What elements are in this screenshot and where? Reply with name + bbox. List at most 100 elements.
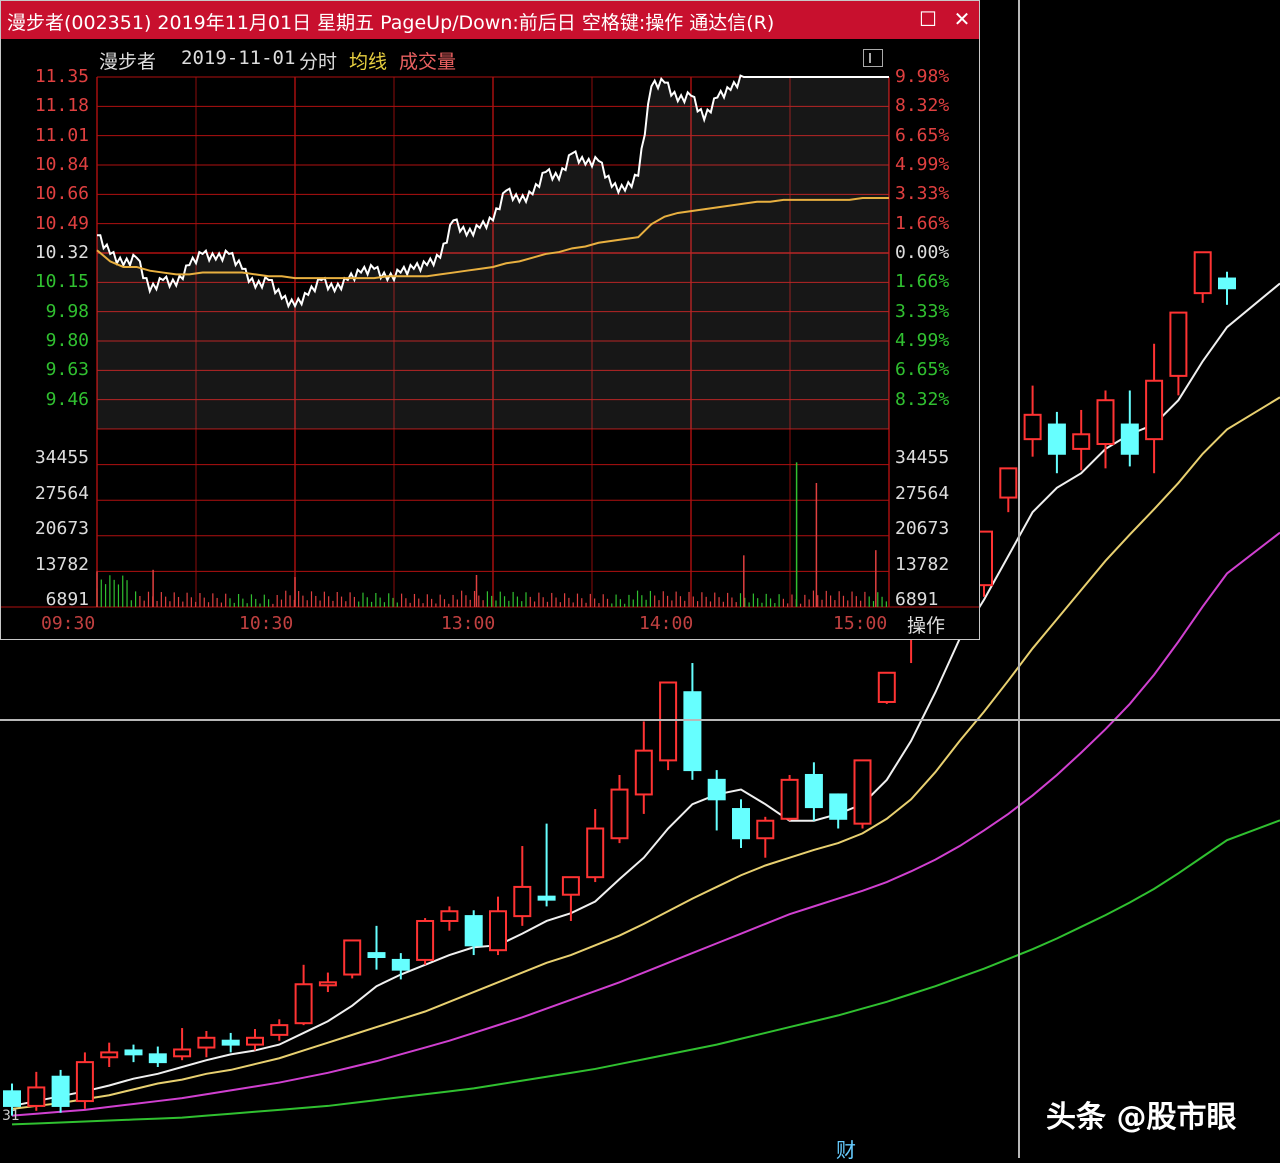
kline-candle: [561, 876, 580, 921]
watermark: 头条 @股市眼: [1046, 1100, 1237, 1135]
price-line: [97, 74, 889, 309]
candle-body: [318, 981, 337, 987]
candle-body: [1120, 423, 1139, 455]
stock-name: 漫步者: [99, 51, 157, 73]
price-area: [97, 77, 889, 429]
kline-candle: [367, 925, 386, 970]
candle-body: [100, 1051, 119, 1059]
kline-candle: [877, 671, 896, 704]
candle-body: [391, 958, 410, 971]
kline-candle: [124, 1044, 143, 1063]
ma60-line: [11, 819, 1280, 1126]
candle-body: [343, 939, 362, 976]
finance-marker: 财: [836, 1138, 856, 1162]
left-edge-marker: 31: [2, 1108, 20, 1124]
candle-body: [75, 1061, 94, 1103]
price-tick-label: 10.15: [34, 271, 89, 293]
crosshair-horizontal: [0, 719, 1280, 721]
price-tick-label: 11.18: [34, 95, 89, 117]
kline-candle: [537, 823, 556, 907]
kline-candle: [1023, 385, 1042, 457]
kline-candle: [440, 906, 459, 931]
kline-candle: [513, 846, 532, 926]
kline-candle: [1145, 343, 1164, 474]
volume-tick-label: 20673: [34, 518, 89, 540]
kline-candle: [1096, 390, 1115, 469]
percent-tick-label: 0.00%: [895, 242, 950, 263]
kline-candle: [804, 762, 823, 821]
candle-body: [683, 691, 702, 772]
candle-body: [707, 778, 726, 801]
percent-tick-label: 4.99%: [895, 154, 950, 175]
kline-candle: [853, 759, 872, 829]
candle-body: [804, 773, 823, 809]
kline-candle: [51, 1069, 70, 1113]
candle-body: [3, 1090, 21, 1107]
candle-body: [659, 681, 678, 762]
price-tick-label: 11.35: [34, 66, 89, 87]
avg-line-label: 均线: [349, 51, 388, 73]
percent-tick-label: 4.99%: [895, 330, 950, 351]
price-tick-label: 11.01: [34, 124, 89, 146]
candle-body: [148, 1053, 167, 1064]
kline-candle: [173, 1028, 192, 1061]
candle-body: [416, 919, 435, 961]
kline-candle: [659, 681, 678, 771]
kline-candle: [610, 774, 629, 844]
candle-body: [294, 983, 313, 1025]
candle-body: [197, 1036, 216, 1049]
percent-tick-label: 1.66%: [895, 271, 950, 293]
candle-body: [780, 778, 799, 820]
chart-date: 2019-11-01: [181, 47, 296, 69]
restore-icon[interactable]: ☐: [919, 7, 937, 31]
time-tick-label: 09:30: [41, 613, 96, 634]
popup-title-bar[interactable]: 漫步者(002351) 2019年11月01日 星期五 PageUp/Down:…: [1, 1, 979, 39]
kline-candle: [489, 896, 507, 956]
volume-tick-label: 27564: [34, 482, 89, 504]
price-tick-label: 9.46: [45, 388, 89, 410]
candle-body: [877, 671, 896, 703]
time-tick-label: 10:30: [239, 613, 294, 634]
kline-candle: [1218, 271, 1236, 305]
candle-body: [124, 1049, 143, 1056]
volume-tick-label: 27564: [895, 482, 950, 504]
crosshair-vertical: [1018, 0, 1020, 1158]
price-tick-label: 10.84: [34, 154, 89, 175]
kline-candle: [1072, 409, 1091, 471]
kline-candle: [1169, 311, 1188, 396]
intraday-popup-window[interactable]: 漫步者(002351) 2019年11月01日 星期五 PageUp/Down:…: [0, 0, 980, 640]
volume-tick-label: 6891: [895, 589, 939, 611]
candle-body: [1072, 433, 1091, 450]
kline-candle: [829, 793, 848, 829]
candle-body: [537, 895, 556, 901]
kline-candle: [999, 467, 1018, 513]
candle-body: [999, 467, 1018, 499]
kline-candle: [221, 1032, 240, 1053]
kline-candle: [294, 964, 313, 1026]
operate-button[interactable]: 操作: [907, 615, 946, 637]
candle-body: [634, 749, 653, 796]
kline-candle: [343, 939, 362, 979]
candle-body: [1193, 251, 1212, 295]
candle-body: [853, 759, 872, 825]
average-price-line: [96, 197, 889, 280]
close-icon[interactable]: ✕: [953, 7, 971, 31]
candle-body: [829, 793, 848, 820]
price-tick-label: 9.63: [45, 359, 89, 381]
percent-tick-label: 8.32%: [895, 95, 950, 117]
kline-candle: [3, 1083, 21, 1116]
ma20-line: [11, 531, 1280, 1117]
price-tick-label: 10.66: [34, 183, 89, 205]
volume-tick-label: 6891: [45, 589, 89, 611]
expand-panel-icon[interactable]: [863, 49, 883, 67]
candle-body: [464, 915, 483, 947]
volume-tick-label: 20673: [895, 518, 950, 540]
kline-candle: [270, 1019, 289, 1041]
kline-candle: [1047, 411, 1066, 474]
candle-body: [270, 1024, 289, 1036]
price-tick-label: 10.32: [34, 242, 89, 263]
kline-candle: [756, 816, 775, 858]
intraday-chart: [1, 74, 979, 608]
percent-tick-label: 6.65%: [895, 124, 950, 146]
kline-candle: [1120, 390, 1139, 467]
